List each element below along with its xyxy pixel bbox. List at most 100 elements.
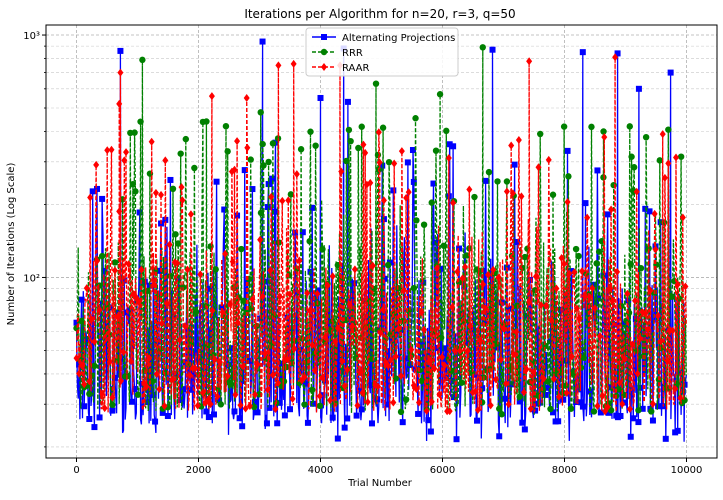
diamond-marker [400,286,407,295]
legend-circle-marker [320,48,328,56]
diamond-marker [293,170,300,179]
square-marker [456,245,463,252]
square-marker [221,206,228,213]
square-marker [450,394,457,401]
diamond-marker [642,309,649,318]
square-marker [622,321,629,328]
square-marker [117,47,124,54]
diamond-marker [607,284,614,293]
diamond-marker [314,289,321,298]
x-tick-label: 6000 [430,465,455,476]
diamond-marker [357,368,364,377]
diamond-marker [380,305,387,314]
circle-marker [385,261,392,269]
diamond-marker [229,257,236,266]
square-marker [159,409,166,416]
circle-marker [280,378,288,385]
diamond-marker [104,146,111,155]
square-marker [264,204,271,211]
circle-marker [635,407,642,414]
circle-marker [567,405,575,412]
circle-marker [91,362,98,370]
circle-marker [187,339,195,346]
square-marker [274,420,281,427]
square-marker [249,186,256,193]
diamond-marker [490,265,497,274]
diamond-marker [73,354,80,363]
diamond-marker [322,333,329,342]
square-marker [164,412,171,419]
circle-marker [471,193,478,201]
circle-marker [677,153,685,160]
square-marker [547,338,554,345]
square-marker [126,307,133,314]
square-marker [271,208,278,215]
circle-marker [269,140,277,147]
axes-frame [45,24,718,459]
legend-label-1: RRR [342,48,363,59]
diamond-marker [169,375,176,384]
diamond-marker [637,334,644,343]
diamond-marker [390,398,397,407]
square-marker [213,178,220,185]
diamond-marker [211,355,218,364]
square-marker [433,239,440,246]
circle-marker [240,297,248,305]
diamond-marker [621,354,628,363]
diamond-marker [530,368,537,377]
circle-marker [463,252,470,259]
diamond-marker [614,267,621,276]
diamond-marker [158,190,165,199]
diamond-marker [421,325,428,334]
diamond-marker [329,272,336,281]
diamond-marker [341,382,348,391]
diamond-marker [423,406,430,415]
diamond-marker [332,337,339,346]
diamond-marker [492,375,499,384]
diamond-marker [364,398,371,407]
diamond-marker [415,398,422,407]
legend-square-marker [321,34,327,40]
square-marker [506,305,513,312]
square-marker [481,318,488,325]
square-marker [78,296,85,303]
diamond-marker [240,362,247,371]
diamond-marker [532,272,539,281]
square-marker [187,386,194,393]
diamond-marker [93,257,100,266]
diamond-marker [246,402,253,411]
circle-marker [215,385,222,393]
diamond-marker [290,59,297,68]
diamond-marker [677,393,684,402]
diamond-marker [652,245,659,254]
circle-marker [88,372,96,379]
circle-marker [537,130,544,138]
diamond-marker [633,187,640,196]
diamond-marker [338,167,345,176]
circle-marker [479,44,486,51]
diamond-marker [259,292,266,301]
circle-marker [293,265,301,272]
diamond-marker [405,188,412,197]
square-marker [81,403,88,410]
circle-marker [149,377,156,385]
diamond-marker [579,267,586,276]
diamond-marker [459,274,466,283]
square-marker [309,204,316,211]
square-marker [358,406,365,413]
square-marker [514,239,521,246]
diamond-marker [244,143,251,152]
circle-marker [418,377,425,384]
square-marker [407,361,414,368]
square-marker [177,397,184,404]
square-marker [356,387,363,394]
circle-marker [402,396,410,403]
circle-marker [610,181,617,189]
diamond-marker [174,259,181,268]
x-tick-label: 4000 [308,465,333,476]
diamond-marker [505,400,512,409]
diamond-marker [669,326,676,335]
diamond-marker [362,148,369,157]
square-marker [410,178,417,185]
